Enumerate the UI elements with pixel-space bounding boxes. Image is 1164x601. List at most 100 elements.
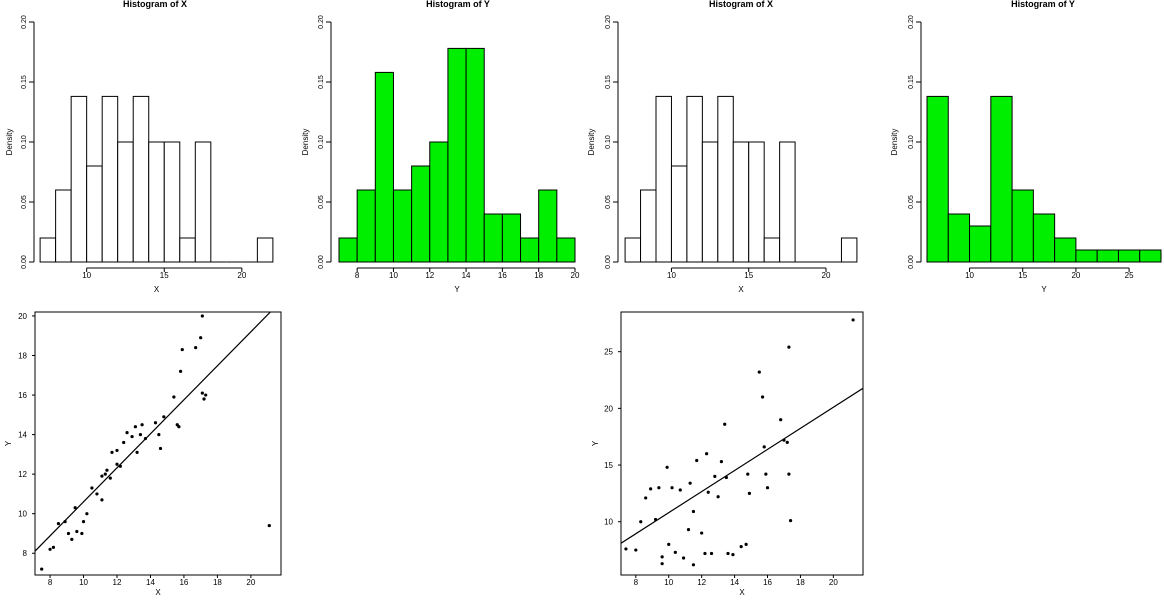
scatter-point (115, 448, 119, 453)
y-tick-label: 0.15 (908, 75, 915, 89)
scatter-point (199, 336, 203, 340)
histogram-bar (1054, 237, 1077, 263)
scatter-point (153, 421, 158, 425)
scatter-point (665, 465, 669, 469)
histogram-bar (556, 237, 576, 263)
y-tick-label: 0.00 (21, 255, 28, 269)
histogram-bar (717, 95, 734, 263)
histogram-bar (926, 95, 949, 263)
x-axis-label: X (154, 285, 160, 294)
scatter-point (764, 472, 768, 476)
y-tick-label: 0.10 (318, 135, 325, 149)
histogram-bar (132, 95, 150, 263)
x-axis-label: X (738, 285, 744, 294)
scatter-point (95, 492, 99, 496)
y-tick-label: 0.10 (21, 135, 28, 149)
scatter-point (138, 433, 143, 437)
histogram-bar (748, 141, 765, 263)
scatter-point (747, 491, 752, 495)
histogram-bar (338, 237, 358, 263)
scatter-point (85, 512, 89, 516)
histogram-bar (194, 141, 212, 263)
scatter-panel: 8 10 12 14 16 18 20 X 10 15 20 25 Y (591, 311, 864, 597)
x-tick-label: 18 (796, 578, 805, 587)
histogram-bar (392, 189, 413, 263)
x-tick-label: 15 (160, 271, 169, 280)
scatter-point (660, 562, 664, 566)
scatter-point (108, 476, 112, 480)
y-axis-label: Density (587, 129, 596, 156)
scatter-point (105, 468, 109, 472)
scatter-point (649, 487, 653, 491)
plot-frame (620, 311, 864, 576)
scatter-point (122, 440, 126, 445)
scatter-point (706, 490, 710, 494)
scatter-point (760, 395, 765, 399)
x-tick-label: 14 (730, 578, 739, 587)
y-tick-label: 0.20 (318, 15, 325, 29)
scatter-point (765, 486, 770, 490)
scatter-point (115, 462, 119, 466)
y-tick-label: 25 (604, 348, 613, 357)
x-tick-label: 8 (48, 578, 53, 587)
scatter-panel: 8 10 12 14 16 18 20 X 8 10 12 14 16 18 20 Y (4, 311, 282, 597)
scatter-point (90, 486, 94, 490)
chart-title: Histogram of X (709, 0, 773, 9)
histogram-bar (947, 213, 971, 263)
scatter-point (48, 547, 52, 551)
histogram-bar (39, 237, 57, 263)
scatter-point (788, 518, 793, 523)
scatter-point (177, 425, 181, 429)
x-tick-label: 20 (237, 271, 246, 280)
x-tick-label: 10 (664, 578, 673, 587)
y-tick-label: 0.10 (605, 135, 612, 149)
y-tick-label: 0.15 (605, 75, 612, 89)
x-tick-label: 8 (355, 271, 360, 280)
x-tick-label: 10 (667, 271, 676, 280)
scatter-point (178, 369, 183, 373)
scatter-point (51, 545, 56, 549)
x-tick-label: 14 (146, 578, 155, 587)
scatter-point (75, 529, 79, 534)
scatter-point (851, 318, 855, 322)
scatter-point (660, 555, 664, 559)
scatter-point (762, 445, 766, 449)
y-tick-label: 12 (18, 470, 27, 479)
y-tick-label: 0.20 (908, 15, 915, 29)
y-tick-label: 8 (23, 549, 28, 558)
histogram-bar (840, 237, 858, 263)
scatter-point (73, 506, 77, 510)
scatter-point (688, 481, 692, 485)
scatter-point (40, 567, 44, 571)
scatter-point (705, 452, 709, 456)
histogram-bar (1117, 249, 1141, 263)
y-axis-label: Y (4, 440, 13, 446)
scatter-point (667, 542, 671, 546)
scatter-point (157, 433, 161, 437)
scatter-point (746, 472, 750, 476)
scatter-point (726, 551, 730, 556)
x-tick-label: 25 (1125, 271, 1134, 280)
y-tick-label: 0.15 (21, 75, 28, 89)
histogram-bar (1139, 249, 1162, 263)
histogram-bar (356, 189, 376, 263)
scatter-point (135, 450, 139, 454)
histogram-panel: Histogram of X 0.00 0.05 0.10 0.15 0.20 Densit… (5, 0, 274, 294)
x-axis-label: X (739, 588, 745, 597)
x-tick-label: 16 (179, 578, 188, 587)
scatter-point (695, 458, 699, 463)
scatter-point (657, 486, 661, 490)
histogram-panel: Histogram of X 0.00 0.05 0.10 0.15 0.20 Densit… (587, 0, 858, 294)
histogram-bar (374, 71, 394, 263)
histogram-bar (624, 237, 642, 263)
x-tick-label: 12 (113, 578, 122, 587)
y-tick-label: 0.05 (21, 195, 28, 209)
y-tick-label: 0.10 (908, 135, 915, 149)
scatter-point (673, 550, 677, 554)
scatter-point (779, 418, 783, 422)
y-tick-label: 15 (604, 461, 613, 470)
histogram-bar (779, 141, 796, 263)
x-tick-label: 10 (965, 271, 974, 280)
x-axis-label: X (155, 588, 161, 597)
x-tick-label: 20 (571, 271, 580, 280)
